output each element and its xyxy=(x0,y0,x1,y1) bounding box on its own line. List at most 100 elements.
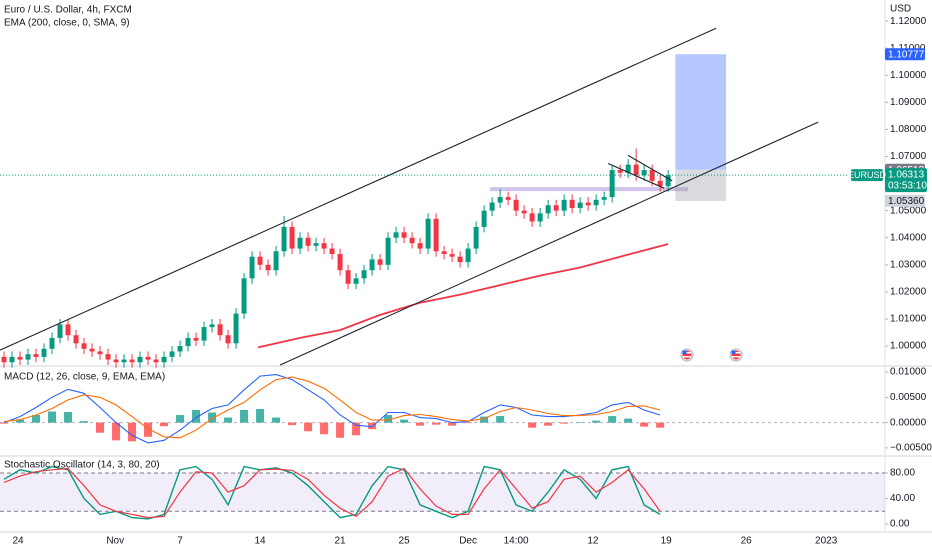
candle-body xyxy=(433,218,439,252)
y-tick-label: 0.00500 xyxy=(890,392,927,403)
candle-body xyxy=(97,351,103,355)
candle-body xyxy=(25,354,31,360)
candle-body xyxy=(337,253,343,271)
y-tick-label: 1.08000 xyxy=(890,124,927,135)
y-tick-label: 1.05000 xyxy=(890,205,927,216)
candle-body xyxy=(417,243,423,249)
layer: 1.00000 1.01000 1.02000 1.03000 1.04000 1.050… xyxy=(0,16,932,547)
y-tick-label: 1.10000 xyxy=(890,70,927,81)
candle-body xyxy=(249,256,255,279)
x-tick-label: 7 xyxy=(177,536,183,547)
last-price-tag xyxy=(885,168,927,193)
candle-body xyxy=(225,335,231,344)
candle-body xyxy=(361,270,367,279)
macd-title: MACD (12, 26, close, 9, EMA, EMA) xyxy=(4,372,165,383)
trendline xyxy=(627,154,673,182)
candle-body xyxy=(217,324,223,336)
event-icon xyxy=(729,348,743,362)
x-tick-label: 2023 xyxy=(815,536,838,547)
x-tick-label: 12 xyxy=(587,536,599,547)
candle-body xyxy=(289,226,295,249)
y-tick-label: 1.04000 xyxy=(890,232,927,243)
candle-body xyxy=(169,351,175,357)
price-tag-label: 1.05360 xyxy=(888,196,925,207)
x-tick-label: 25 xyxy=(399,536,411,547)
histogram-bar xyxy=(144,422,153,437)
candle-body xyxy=(41,348,47,357)
candle-body xyxy=(257,256,263,265)
histogram-bar xyxy=(560,422,569,424)
stop-box xyxy=(675,169,727,201)
y-tick-label: 1.07000 xyxy=(890,151,927,162)
y-tick-label: 1.02000 xyxy=(890,287,927,298)
histogram-bar xyxy=(224,417,233,423)
candle-body xyxy=(553,205,559,211)
x-tick-label: 24 xyxy=(12,536,24,547)
y-tick-label: 0.00000 xyxy=(890,417,927,428)
candle-body xyxy=(529,213,535,222)
candle-body xyxy=(369,259,375,271)
candle-body xyxy=(113,359,119,363)
histogram-bar xyxy=(528,422,537,428)
histogram-bar xyxy=(352,422,361,436)
price-tag xyxy=(885,194,925,207)
x-tick-label: 14 xyxy=(254,536,266,547)
candle-body xyxy=(145,356,151,360)
histogram-bar xyxy=(320,422,329,435)
histogram-bar xyxy=(640,422,649,427)
band-fill xyxy=(0,472,885,512)
candle-body xyxy=(65,324,71,336)
candle-body xyxy=(89,348,95,352)
candle-body xyxy=(377,259,383,265)
histogram-bar xyxy=(128,422,137,442)
histogram-bar xyxy=(64,412,73,423)
histogram-bar xyxy=(304,422,313,432)
histogram-bar xyxy=(480,416,489,423)
trendline xyxy=(0,27,717,351)
histogram-bar xyxy=(0,422,9,424)
histogram-bar xyxy=(112,422,121,441)
y-tick-label: 1.00000 xyxy=(890,341,927,352)
candle-body xyxy=(281,226,287,252)
candle-body xyxy=(321,243,327,249)
d-line xyxy=(3,467,661,519)
candle-body xyxy=(105,354,111,360)
candle-body xyxy=(73,335,79,344)
signal-line xyxy=(3,376,661,439)
candle-body xyxy=(1,356,7,363)
candle-body xyxy=(473,226,479,249)
candle-body xyxy=(57,324,63,338)
candle-body xyxy=(625,164,631,173)
candle-body xyxy=(265,264,271,271)
symbol-tag xyxy=(851,169,883,182)
x-tick-label: 21 xyxy=(335,536,347,547)
histogram-bar xyxy=(576,422,585,423)
price-tag-label: 1.10777 xyxy=(888,49,925,60)
candle-body xyxy=(9,356,15,363)
y-tick-label: 1.03000 xyxy=(890,259,927,270)
x-tick-label: 14:00 xyxy=(504,536,529,547)
histogram-bar xyxy=(608,416,617,423)
candle-body xyxy=(505,197,511,200)
price-tag xyxy=(885,48,925,61)
last-price-label: 1.06313 xyxy=(888,170,925,181)
histogram-bar xyxy=(336,422,345,438)
histogram-bar xyxy=(208,412,217,423)
trendline xyxy=(607,162,665,189)
candle-body xyxy=(241,278,247,314)
candle-body xyxy=(585,202,591,206)
symbol-label: EURUSD xyxy=(848,170,887,180)
countdown-label: 03:53:10 xyxy=(888,181,927,192)
candle-body xyxy=(513,199,519,211)
candle-body xyxy=(537,213,543,222)
histogram-bar xyxy=(16,419,25,423)
candle-body xyxy=(609,170,615,198)
stochastic-title: Stochastic Oscillator (14, 3, 80, 20) xyxy=(4,460,160,471)
y-tick-label: 80.00 xyxy=(890,468,915,479)
histogram-bar xyxy=(240,409,249,423)
x-tick-label: Dec xyxy=(459,536,477,547)
candle-body xyxy=(457,256,463,263)
ema-line xyxy=(257,243,669,349)
